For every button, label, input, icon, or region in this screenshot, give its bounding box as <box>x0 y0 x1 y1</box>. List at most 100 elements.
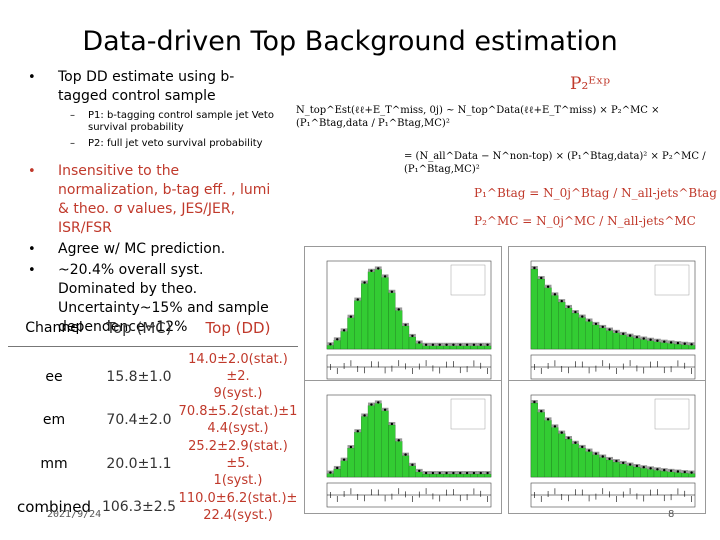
histogram-bar <box>571 443 579 478</box>
histogram-bar <box>681 344 689 350</box>
data-point <box>418 341 421 344</box>
histogram-bar <box>374 403 382 478</box>
histogram-bar <box>361 283 369 350</box>
data-point <box>404 323 407 327</box>
histogram-bar <box>606 459 614 478</box>
histogram-plot-4 <box>508 380 706 514</box>
data-point <box>581 445 584 449</box>
data-point <box>404 453 407 456</box>
histogram-bar <box>592 324 600 350</box>
data-point <box>336 466 339 470</box>
data-point <box>377 401 380 404</box>
data-point <box>669 469 673 473</box>
data-point <box>622 332 625 336</box>
data-point <box>486 343 489 346</box>
histogram-bar <box>333 468 341 478</box>
histogram-plot-3 <box>304 380 502 514</box>
histogram-bar <box>585 321 593 350</box>
data-point <box>370 403 373 406</box>
histogram-bar <box>443 345 451 350</box>
data-point <box>615 459 618 463</box>
data-point <box>628 463 632 466</box>
histogram-bar <box>626 336 634 350</box>
histogram-bar <box>551 427 559 478</box>
formula-line-3: P₁^Btag = N_0j^Btag / N_all-jets^Btag <box>474 186 717 200</box>
sub-bullet-2: P2: full jet veto survival probability <box>28 138 278 150</box>
data-point <box>438 343 441 346</box>
histogram-bar <box>619 463 627 478</box>
histogram-bar <box>612 332 620 350</box>
bullet-4: ~20.4% overall syst. Dominated by theo. … <box>28 261 278 337</box>
histogram-bar <box>578 447 586 478</box>
histogram-bar <box>551 295 559 350</box>
histogram-bar <box>565 307 573 350</box>
data-point <box>533 266 536 270</box>
histogram-bar <box>667 471 675 478</box>
histogram-bar <box>599 457 607 478</box>
data-point <box>465 471 469 475</box>
data-point <box>479 471 482 475</box>
data-point <box>452 343 455 346</box>
histogram-bar <box>674 343 682 350</box>
data-point <box>438 471 441 475</box>
cell-dd: 110.0±6.2(stat.)± 22.4(syst.) <box>178 491 298 523</box>
histogram-bar <box>484 473 492 478</box>
histogram-bar <box>449 345 457 350</box>
data-point <box>560 431 563 434</box>
data-point <box>601 455 604 458</box>
histogram-bar <box>402 325 410 350</box>
histogram-bar <box>633 466 641 478</box>
histogram-bar <box>470 473 478 478</box>
data-point <box>411 463 414 467</box>
histogram-bar <box>558 433 566 478</box>
histogram-bar <box>347 447 355 478</box>
data-point <box>628 334 632 337</box>
histogram-bar <box>381 410 389 478</box>
data-point <box>567 436 570 440</box>
histogram-bar <box>599 327 607 350</box>
histogram-bar <box>436 473 444 478</box>
histogram-bar <box>688 345 696 350</box>
data-point <box>642 466 645 469</box>
histogram-bar <box>449 473 457 478</box>
data-point <box>383 408 387 411</box>
data-point <box>363 281 366 284</box>
cell-channel: mm <box>40 455 68 472</box>
data-point <box>431 471 435 475</box>
data-point <box>594 322 598 326</box>
data-point <box>411 334 414 338</box>
histogram-bar <box>606 330 614 350</box>
data-point <box>601 325 604 329</box>
histogram-bar <box>422 345 430 350</box>
histogram-bar <box>340 460 348 478</box>
histogram-bar <box>681 472 689 478</box>
histogram-bar <box>456 473 464 478</box>
histogram-bar <box>463 345 471 350</box>
data-point <box>567 305 570 309</box>
histogram-bar <box>484 345 492 350</box>
data-point <box>349 445 353 449</box>
histogram-bar <box>367 271 375 350</box>
formula-line-1: N_top^Est(ℓℓ+E_T^miss, 0j) ~ N_top^Data(… <box>296 105 660 129</box>
histogram-bar <box>530 268 538 350</box>
data-point <box>465 343 469 346</box>
histogram-bar <box>647 340 655 350</box>
data-point <box>622 461 625 465</box>
histogram-plot-2 <box>508 246 706 386</box>
data-point <box>336 338 339 341</box>
histogram-bar <box>537 278 545 350</box>
histogram-bar <box>340 331 348 350</box>
histogram-bar <box>429 345 437 350</box>
bullet-2: Insensitive to the normalization, b-tag … <box>28 162 278 238</box>
cell-channel: em <box>42 412 66 428</box>
table-row: combined 106.3±2.5 110.0±6.2(stat.)± 22.4… <box>8 489 298 525</box>
histogram-bar <box>565 438 573 478</box>
data-point <box>594 452 598 455</box>
histogram-bar <box>408 336 416 350</box>
data-point <box>649 338 652 341</box>
data-point <box>329 343 332 346</box>
histogram-bar <box>463 473 471 478</box>
data-point <box>445 343 448 346</box>
data-point <box>608 328 611 331</box>
histogram-bar <box>633 338 641 350</box>
